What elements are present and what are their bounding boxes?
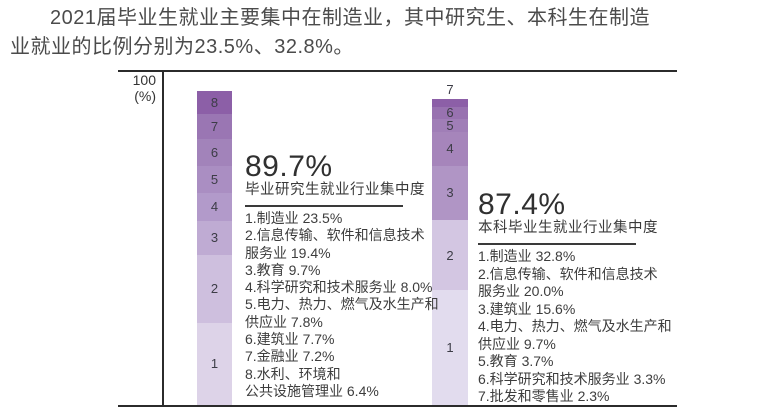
header-line-1: 2021届毕业生就业主要集中在制造业，其中研究生、本科生在制造	[50, 7, 650, 29]
header-paragraph: 2021届毕业生就业主要集中在制造业，其中研究生、本科生在制造 业就业的比例分别…	[10, 4, 776, 61]
industry-list-line: 2.信息传输、软件和信息技术	[478, 265, 658, 282]
axis-unit: (%)	[134, 88, 156, 104]
bar-segment-rank-1: 1	[197, 322, 232, 405]
header-line-2: 业就业的比例分别为23.5%、32.8%。	[10, 35, 354, 58]
undergraduate-summary-block: 87.4% 本科毕业生就业行业集中度 1.制造业 32.8% 2.信息传输、软件和…	[478, 190, 693, 406]
bar-segment-rank-2: 2	[197, 254, 232, 323]
graduate-summary-block: 89.7% 毕业研究生就业行业集中度 1.制造业 23.5% 2.信息传输、软件和…	[245, 152, 460, 400]
bar-segment-rank-5: 5	[432, 118, 468, 133]
bar-segment-rank-2: 2	[432, 220, 468, 291]
bar-segment-rank-4: 4	[197, 192, 232, 221]
y-axis-max-label: 100 (%)	[114, 72, 156, 104]
bar-segment-rank-7: 7	[197, 113, 232, 139]
graduate-concentration-percentage: 89.7%	[245, 150, 333, 183]
bar-segment-rank-1: 1	[432, 290, 468, 405]
undergraduate-divider-line	[478, 243, 636, 245]
bar-segment-rank-3: 3	[197, 220, 232, 255]
industry-list-line: 1.制造业 32.8%	[478, 248, 576, 264]
chart-top-border	[118, 70, 677, 72]
bar-segment-rank-8: 8	[197, 91, 232, 114]
industry-list-line: 服务业 19.4%	[245, 244, 331, 261]
bar-segment-rank-6: 6	[432, 105, 468, 120]
axis-max-value: 100	[132, 72, 156, 88]
industry-list-line: 7.金融业 7.2%	[245, 348, 335, 365]
undergraduate-industry-list: 1.制造业 32.8% 2.信息传输、软件和信息技术 服务业 20.0% 3.建筑业 …	[478, 248, 693, 406]
industry-list-line: 公共设施管理业 6.4%	[245, 382, 379, 399]
bar-segment-rank-7	[432, 99, 468, 108]
industry-list-line: 5.电力、热力、燃气及水生产和	[245, 296, 439, 313]
undergraduate-concentration-percentage: 87.4%	[478, 188, 566, 221]
industry-list-line: 6.科学研究和技术服务业 3.3%	[478, 370, 666, 387]
bar-segment-rank-4: 4	[432, 131, 468, 166]
industry-list-line: 供应业 9.7%	[478, 335, 556, 352]
industry-list-line: 4.科学研究和技术服务业 8.0%	[245, 279, 433, 296]
bar-segment-rank-6: 6	[197, 138, 232, 166]
industry-list-line: 2.信息传输、软件和信息技术	[245, 227, 425, 244]
graduate-industry-list: 1.制造业 23.5% 2.信息传输、软件和信息技术 服务业 19.4% 3.教育 9…	[245, 210, 460, 400]
industry-list-line: 3.建筑业 15.6%	[478, 300, 576, 317]
chart-bottom-border	[118, 405, 677, 407]
bar-outside-label-rank-7: 7	[446, 82, 454, 98]
industry-list-line: 服务业 20.0%	[478, 283, 564, 299]
undergraduate-concentration-caption: 本科毕业生就业行业集中度	[478, 220, 658, 236]
industry-list-line: 6.建筑业 7.7%	[245, 331, 335, 348]
bar-segment-rank-3: 3	[432, 165, 468, 221]
industry-list-line: 1.制造业 23.5%	[245, 210, 343, 226]
industry-list-line: 5.教育 3.7%	[478, 353, 554, 369]
industry-list-line: 3.教育 9.7%	[245, 261, 321, 278]
industry-list-line: 7.批发和零售业 2.3%	[478, 388, 610, 404]
graduate-divider-line	[245, 205, 403, 207]
industry-list-line: 供应业 7.8%	[245, 313, 323, 330]
chart-y-axis	[162, 70, 164, 407]
graduate-concentration-caption: 毕业研究生就业行业集中度	[245, 182, 425, 198]
industry-list-line: 4.电力、热力、燃气及水生产和	[478, 318, 672, 334]
industry-list-line: 8.水利、环境和	[245, 365, 341, 382]
bar-segment-rank-5: 5	[197, 165, 232, 193]
